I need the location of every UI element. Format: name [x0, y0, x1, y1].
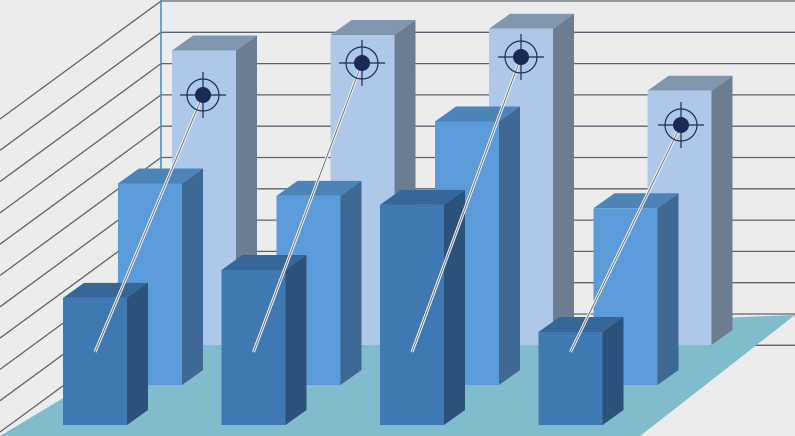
bar-side [127, 282, 148, 425]
bar-top [593, 193, 679, 209]
gridline-side [0, 125, 162, 245]
bar-row3-col1 [63, 282, 148, 425]
bar-top [380, 189, 465, 205]
bar-top [63, 282, 148, 298]
bar-side [657, 193, 679, 385]
gridline-side [0, 31, 162, 151]
target-marker [93, 72, 226, 353]
bar-side [285, 255, 307, 425]
markers [93, 34, 704, 353]
bar-side [444, 189, 465, 425]
pointer-line-core [253, 62, 363, 353]
bar-side [553, 13, 574, 346]
bar-top [276, 180, 362, 196]
bar-row3-col4 [538, 317, 624, 425]
target-marker [569, 102, 704, 353]
bar-row2-col2 [276, 180, 362, 385]
bar-top [647, 75, 733, 91]
gridline-side [0, 0, 162, 120]
bars [63, 13, 733, 425]
pointer-line-core [570, 124, 682, 353]
gridline-side [0, 94, 162, 214]
bar-top [538, 317, 624, 332]
bar-top [330, 20, 416, 35]
bar-side [182, 168, 203, 385]
bar-side [602, 317, 624, 425]
bar-row3-col3 [380, 189, 465, 425]
gridline-side [0, 63, 162, 183]
bar-front [380, 204, 444, 425]
bar-top [172, 35, 257, 51]
bar-side [340, 180, 362, 385]
bar-side [499, 106, 520, 385]
bar-row2-col4 [593, 193, 679, 385]
bar-row3-col2 [221, 255, 307, 425]
pointer-line-core [411, 56, 522, 353]
bar-front [538, 332, 603, 425]
bar-side [711, 75, 733, 346]
bar-top [118, 168, 203, 184]
pointer-line-core [94, 94, 204, 353]
target-marker [410, 34, 544, 353]
target-marker [252, 40, 385, 353]
bar-top [489, 13, 574, 29]
bar-front [63, 297, 127, 425]
